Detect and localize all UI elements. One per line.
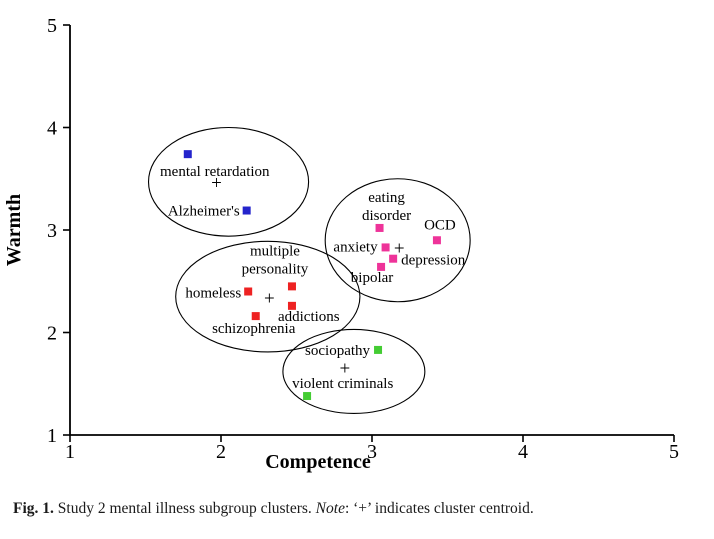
cluster-ellipse: [147, 126, 310, 237]
data-point-label: violent criminals: [292, 376, 393, 392]
data-point-label: Alzheimer's: [168, 204, 240, 220]
cluster-ellipse: [282, 328, 426, 415]
caption-note-word: Note: [315, 500, 345, 517]
data-point: [242, 206, 251, 215]
y-axis-tick-label: 2: [47, 323, 57, 345]
data-point-label: sociopathy: [305, 343, 370, 359]
cluster-centroid-marker: +: [339, 358, 350, 379]
y-axis-tick-label: 4: [47, 118, 57, 140]
cluster-centroid-marker: +: [264, 289, 275, 310]
data-point-label: OCD: [424, 217, 456, 233]
x-axis-title: Competence: [265, 451, 371, 473]
data-point: [183, 150, 192, 159]
x-axis-tick-label: 2: [216, 441, 226, 463]
cluster-centroid-marker: +: [211, 173, 222, 194]
data-point-label: anxiety: [333, 239, 378, 255]
data-point-label: eating disorder: [362, 190, 411, 224]
data-point-label: homeless: [185, 286, 241, 302]
caption-note-text: : ‘+’ indicates cluster centroid.: [344, 500, 534, 517]
cluster-ellipse: [324, 178, 471, 303]
data-point-label: multiple personality: [242, 243, 309, 277]
data-point: [432, 236, 441, 245]
data-point-label: depression: [401, 253, 466, 269]
data-point: [375, 223, 384, 232]
data-point: [251, 312, 260, 321]
x-axis-tick-label: 5: [669, 441, 679, 463]
data-point: [287, 301, 296, 310]
caption-fig-label: Fig. 1.: [13, 500, 54, 517]
data-point: [389, 254, 398, 263]
data-point: [244, 287, 253, 296]
cluster-centroid-marker: +: [394, 238, 405, 259]
data-point: [377, 262, 386, 271]
y-axis-tick-label: 5: [47, 15, 57, 37]
caption-title: Study 2 mental illness subgroup clusters…: [57, 500, 312, 517]
x-axis-tick-label: 4: [518, 441, 528, 463]
x-axis-tick-label: 1: [65, 441, 75, 463]
data-point-label: bipolar: [351, 270, 394, 286]
y-axis-title: Warmth: [3, 194, 25, 266]
y-axis-tick-label: 3: [47, 220, 57, 242]
data-point: [374, 345, 383, 354]
cluster-ellipse: [175, 240, 361, 353]
data-point-label: mental retardation: [160, 164, 270, 180]
x-axis-tick-label: 3: [367, 441, 377, 463]
data-point: [287, 282, 296, 291]
data-point-label: addictions: [278, 309, 340, 325]
figure-caption: Fig. 1. Study 2 mental illness subgroup …: [13, 500, 707, 518]
data-point: [303, 392, 312, 401]
axis-lines: [69, 25, 674, 436]
data-point: [381, 243, 390, 252]
y-axis-tick-label: 1: [47, 425, 57, 447]
data-point-label: schizophrenia: [212, 321, 296, 337]
